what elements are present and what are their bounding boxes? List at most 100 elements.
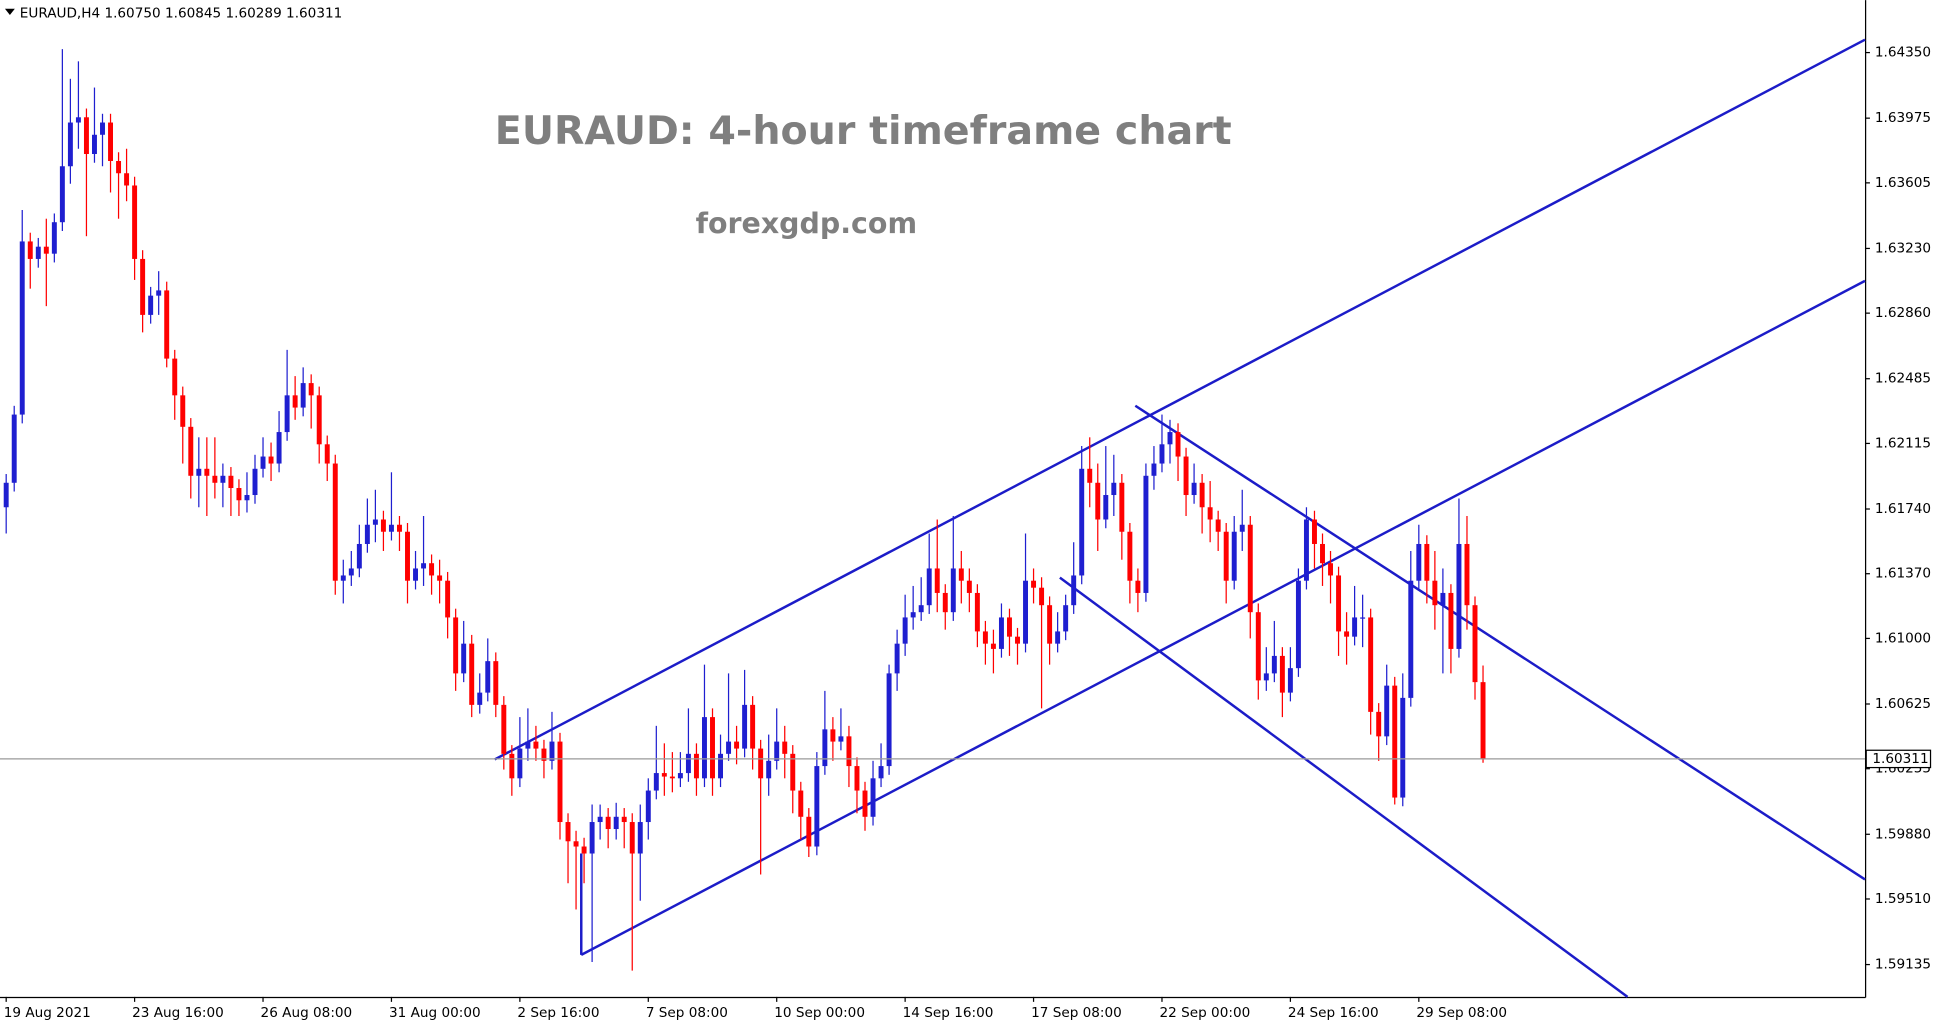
candle-body	[549, 741, 555, 761]
candle-body	[292, 395, 298, 408]
candle-body	[461, 643, 467, 674]
candle-body	[1464, 543, 1470, 606]
candle-body	[1480, 682, 1486, 759]
candle-body	[405, 531, 410, 581]
candle-body	[300, 383, 306, 408]
candle-body	[1135, 580, 1141, 593]
candle-body	[629, 822, 635, 854]
candle-body	[1175, 432, 1181, 457]
candle-body	[605, 816, 611, 830]
candle-body	[1127, 531, 1133, 581]
candle-body	[429, 563, 435, 576]
candle-body	[878, 766, 884, 779]
candle-body	[758, 748, 764, 779]
x-tick-label: 7 Sep 08:00	[646, 1005, 728, 1021]
candle-body	[1400, 697, 1406, 798]
candle-body	[1416, 543, 1422, 581]
current-price-box	[1865, 749, 1932, 769]
candle-body	[838, 736, 844, 742]
candle-body	[413, 568, 419, 581]
candle-body	[1424, 543, 1430, 581]
candle-body	[1095, 482, 1101, 520]
candle-body	[950, 568, 956, 613]
candle-body	[1159, 444, 1165, 464]
candle-body	[541, 748, 547, 761]
x-tick-label: 2 Sep 16:00	[517, 1005, 599, 1021]
candle-body	[870, 778, 876, 817]
candle-body	[1103, 495, 1109, 520]
candle-body	[340, 575, 346, 581]
candle-body	[589, 822, 595, 854]
candle-body	[180, 395, 186, 427]
candle-body	[1055, 631, 1061, 644]
candle-body	[798, 790, 804, 817]
chart-subtitle: forexgdp.com	[696, 207, 917, 240]
candle-body	[1287, 668, 1293, 693]
candle-body	[67, 122, 73, 167]
candle-body	[637, 822, 643, 854]
candle-body	[244, 495, 250, 501]
candle-body	[260, 456, 266, 469]
candle-body	[918, 605, 924, 613]
y-tick-label: 1.59880	[1875, 826, 1931, 842]
candle-body	[1336, 575, 1342, 632]
candle-body	[220, 475, 226, 483]
candle-body	[380, 519, 386, 532]
candle-body	[533, 741, 539, 749]
candle-body	[581, 846, 587, 854]
candle-body	[1031, 580, 1037, 588]
candle-body	[356, 543, 362, 569]
candle-body	[1143, 475, 1149, 593]
candle-body	[1360, 617, 1366, 619]
candle-body	[742, 704, 748, 749]
candle-body	[854, 766, 860, 791]
candle-body	[43, 246, 49, 254]
trendlines	[494, 38, 1866, 998]
candle-body	[710, 717, 715, 779]
candle-body	[1344, 631, 1350, 637]
candle-body	[1039, 587, 1045, 606]
candle-body	[1167, 432, 1173, 445]
candle-body	[1231, 531, 1237, 581]
candle-body	[910, 612, 916, 618]
candle-body	[1151, 463, 1157, 476]
candle-body	[11, 414, 17, 483]
chart-title: EURAUD: 4-hour timeframe chart	[495, 108, 1232, 154]
candle-body	[1047, 605, 1053, 644]
candle-body	[830, 729, 836, 742]
candle-body	[477, 692, 483, 705]
y-tick-label: 1.61740	[1875, 501, 1931, 517]
candle-body	[1111, 482, 1117, 496]
candle-body	[388, 524, 394, 532]
chart-header: EURAUD,H4 1.60750 1.60845 1.60289 1.6031…	[20, 6, 342, 22]
candle-body	[421, 563, 427, 569]
x-tick-label: 17 Sep 08:00	[1031, 1005, 1122, 1021]
candle-body	[397, 524, 402, 532]
candle-body	[597, 816, 603, 823]
candle-body	[148, 295, 154, 315]
candle-body	[974, 592, 980, 632]
candle-body	[998, 617, 1004, 649]
candle-body	[204, 468, 210, 476]
candle-body	[557, 741, 563, 823]
candle-body	[1279, 655, 1285, 693]
candle-body	[702, 717, 707, 779]
candle-body	[669, 776, 675, 779]
candle-body	[653, 773, 659, 791]
y-tick-label: 1.64350	[1875, 45, 1931, 61]
y-tick-label: 1.62115	[1875, 435, 1931, 451]
candle-body	[1063, 605, 1069, 632]
candle-body	[1384, 685, 1390, 737]
candle-body	[59, 166, 65, 223]
candle-body	[316, 395, 322, 445]
candle-body	[1007, 617, 1012, 637]
candle-body	[1408, 580, 1414, 698]
candle-body	[1312, 519, 1317, 544]
candle-body	[364, 524, 370, 544]
candle-body	[982, 631, 988, 644]
candle-body	[196, 468, 202, 476]
candle-body	[621, 816, 627, 823]
candle-body	[493, 661, 499, 705]
candle-body	[1376, 711, 1382, 737]
candle-body	[164, 290, 170, 359]
